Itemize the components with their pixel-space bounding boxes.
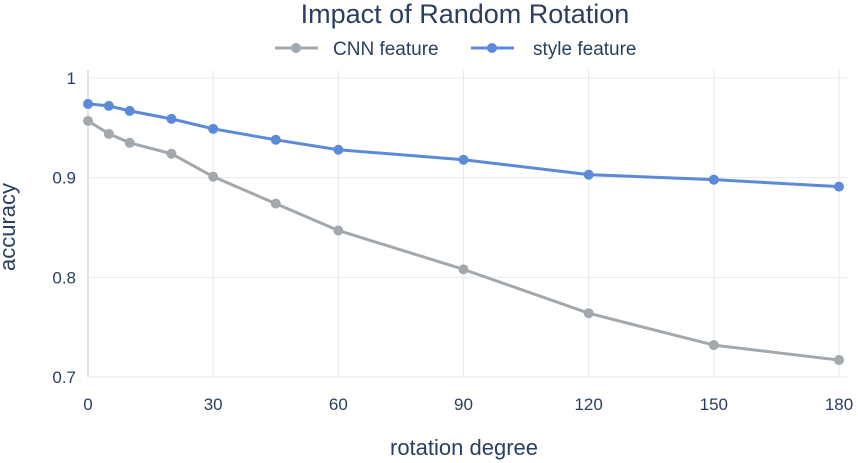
- data-point-style-feature-120[interactable]: [583, 169, 594, 180]
- data-point-cnn-feature-5[interactable]: [103, 128, 114, 139]
- data-point-style-feature-150[interactable]: [708, 174, 719, 185]
- y-tick-label-1: 1: [67, 69, 76, 88]
- data-point-cnn-feature-150[interactable]: [708, 340, 719, 351]
- x-axis-title: rotation degree: [390, 435, 538, 460]
- data-point-cnn-feature-90[interactable]: [458, 264, 469, 275]
- y-tick-label-0-7: 0.7: [52, 368, 76, 387]
- data-point-cnn-feature-0[interactable]: [83, 115, 93, 126]
- data-point-style-feature-90[interactable]: [458, 154, 469, 165]
- legend: CNN feature style feature: [275, 39, 637, 60]
- y-tick-label-0-8: 0.8: [52, 268, 76, 287]
- legend-label-cnn-feature: CNN feature: [333, 39, 439, 60]
- data-point-style-feature-0[interactable]: [83, 98, 93, 109]
- x-tick-label-60: 60: [329, 395, 348, 414]
- y-axis-title: accuracy: [0, 183, 20, 271]
- x-tick-label-30: 30: [204, 395, 223, 414]
- chart-title: Impact of Random Rotation: [301, 0, 630, 29]
- x-tick-label-150: 150: [700, 395, 728, 414]
- legend-marker-style-feature: [487, 43, 497, 53]
- gridlines: [87, 70, 847, 378]
- data-point-style-feature-45[interactable]: [270, 134, 281, 145]
- legend-label-style-feature: style feature: [533, 39, 637, 60]
- data-point-cnn-feature-120[interactable]: [583, 308, 594, 319]
- x-tick-label-180: 180: [825, 395, 853, 414]
- y-axis-ticks: 0.7 0.8 0.9 1: [52, 69, 76, 387]
- data-point-style-feature-180[interactable]: [834, 181, 844, 192]
- data-point-style-feature-60[interactable]: [333, 144, 344, 155]
- y-tick-label-0-9: 0.9: [52, 169, 76, 188]
- data-point-style-feature-20[interactable]: [166, 113, 177, 124]
- data-point-cnn-feature-180[interactable]: [834, 355, 844, 366]
- legend-item-style-feature[interactable]: style feature: [471, 39, 637, 60]
- data-point-style-feature-10[interactable]: [124, 105, 135, 116]
- x-tick-label-120: 120: [574, 395, 602, 414]
- data-point-cnn-feature-45[interactable]: [270, 198, 281, 209]
- x-axis-ticks: 0 30 60 90 120 150 180: [83, 395, 853, 414]
- data-point-cnn-feature-20[interactable]: [166, 148, 177, 159]
- data-point-style-feature-5[interactable]: [103, 100, 114, 111]
- legend-marker-cnn-feature: [291, 43, 301, 53]
- x-tick-label-90: 90: [454, 395, 473, 414]
- data-series: [83, 98, 844, 366]
- data-point-cnn-feature-10[interactable]: [124, 137, 135, 148]
- x-tick-label-0: 0: [83, 395, 92, 414]
- data-point-cnn-feature-60[interactable]: [333, 225, 344, 236]
- data-point-style-feature-30[interactable]: [208, 123, 219, 134]
- data-point-cnn-feature-30[interactable]: [208, 171, 219, 182]
- legend-item-cnn-feature[interactable]: CNN feature: [275, 39, 439, 60]
